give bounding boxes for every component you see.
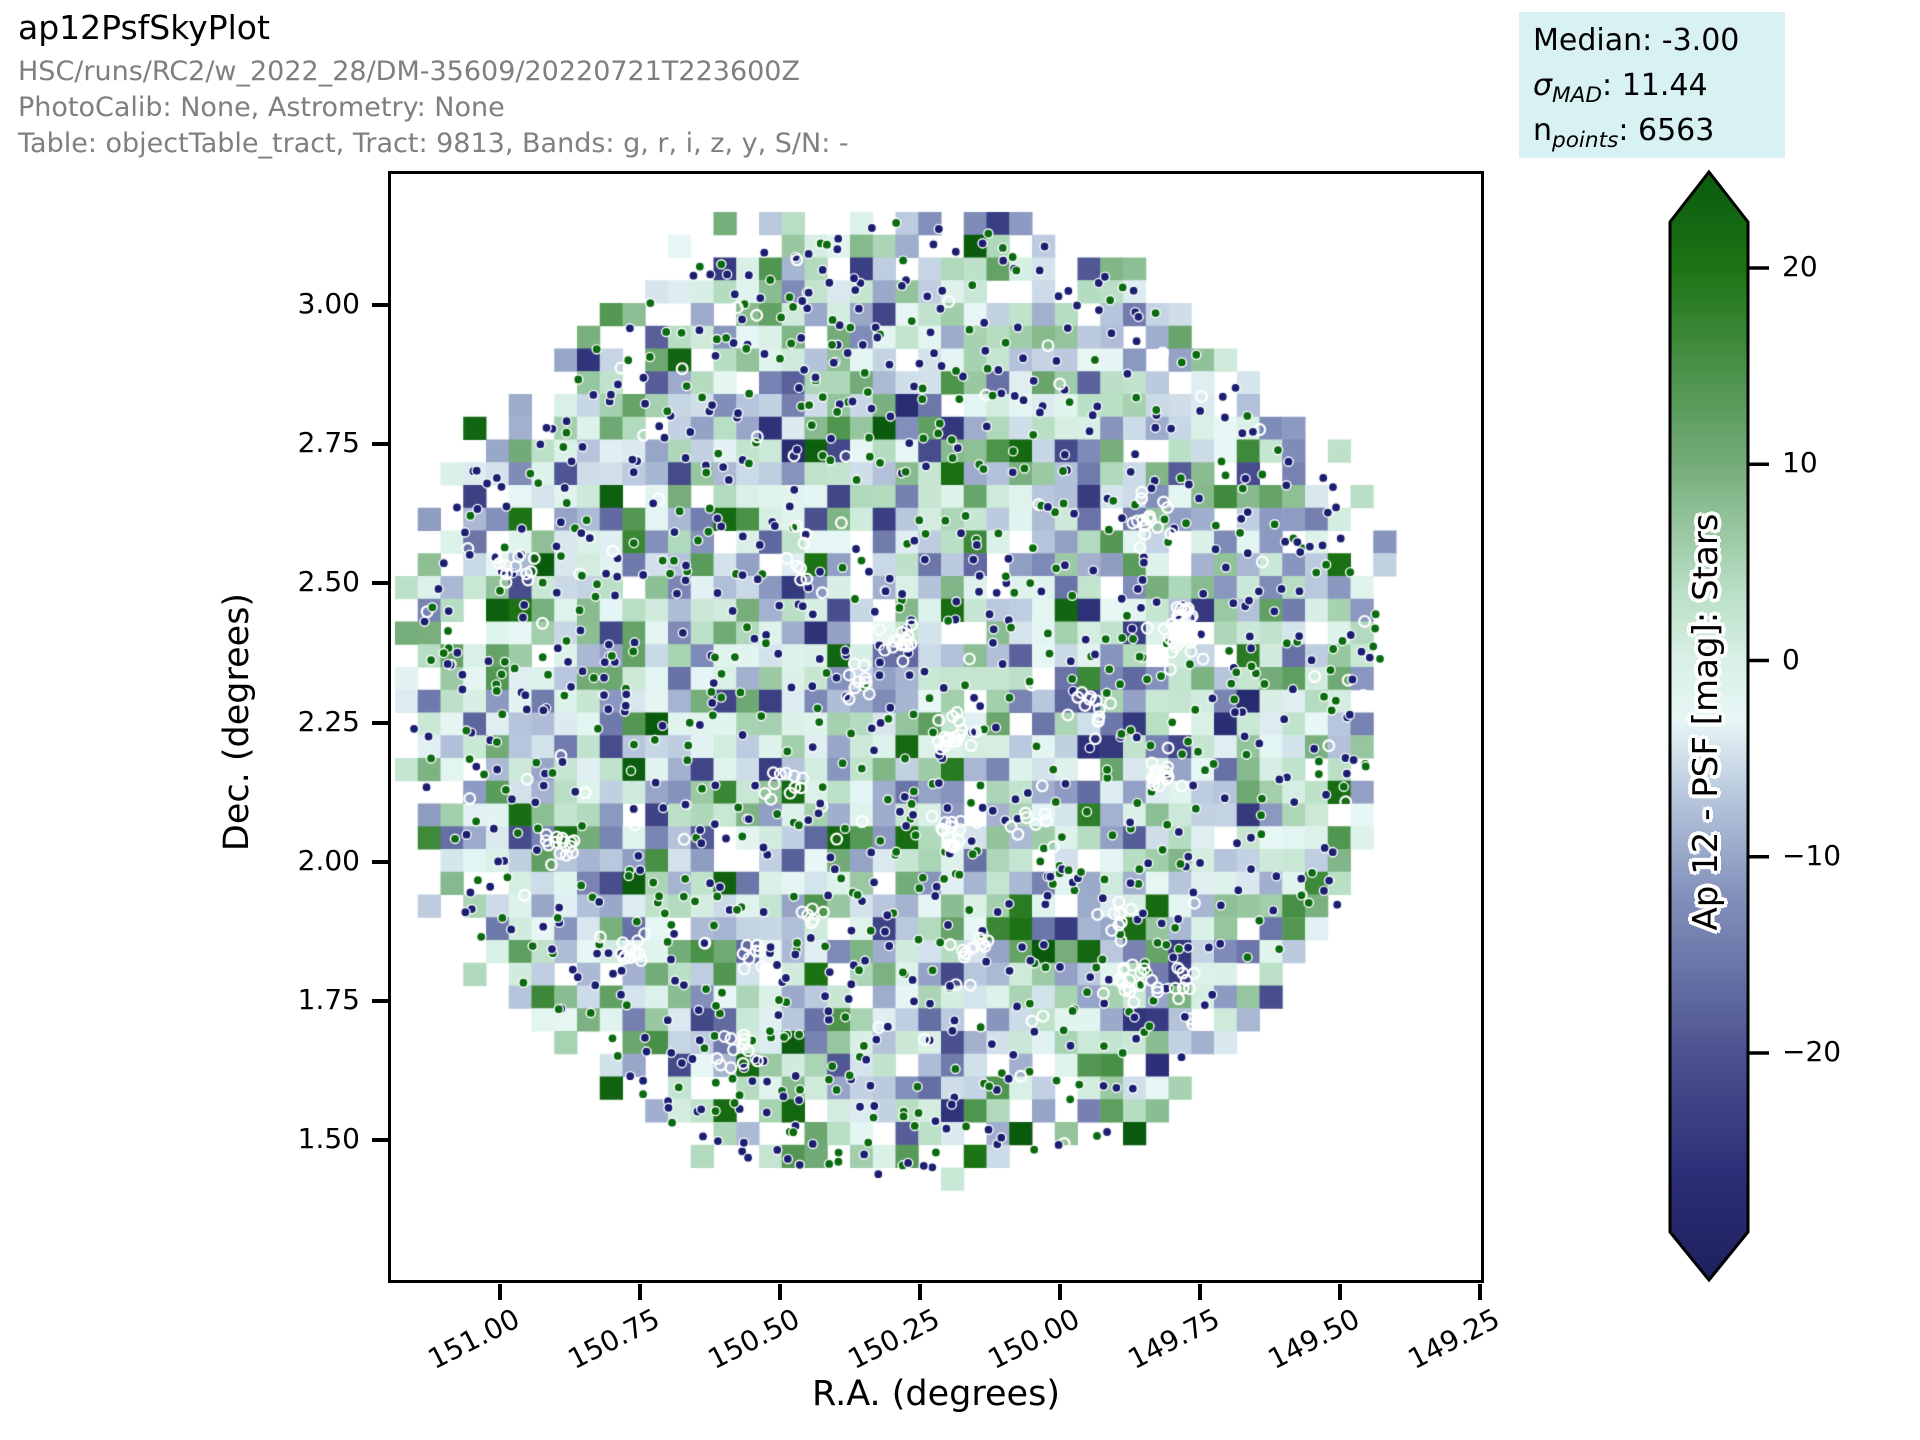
y-tick-label: 1.50: [297, 1122, 360, 1155]
stat-median: Median: -3.00: [1533, 23, 1740, 58]
x-tick-mark: [918, 1284, 922, 1300]
colorbar-label: Ap 12 - PSF [mag]: Stars: [1686, 513, 1726, 931]
y-tick-mark: [372, 303, 388, 307]
skyplot-canvas: [391, 174, 1481, 1280]
stats-box: Median: -3.00 σMAD: 11.44 npoints: 6563: [1519, 12, 1785, 158]
y-tick-mark: [372, 999, 388, 1003]
y-axis-title: Dec. (degrees): [217, 592, 257, 852]
y-tick-mark: [372, 581, 388, 585]
y-tick-label: 2.75: [297, 426, 360, 459]
header-calib-line: PhotoCalib: None, Astrometry: None: [18, 92, 505, 123]
y-tick-label: 2.50: [297, 565, 360, 598]
x-tick-mark: [1198, 1284, 1202, 1300]
y-tick-label: 2.25: [297, 705, 360, 738]
x-tick-mark: [1478, 1284, 1482, 1300]
x-tick-mark: [1338, 1284, 1342, 1300]
x-tick-mark: [638, 1284, 642, 1300]
x-tick-label: 149.50: [1262, 1302, 1365, 1376]
y-tick-mark: [372, 442, 388, 446]
colorbar-tick-label: 20: [1782, 250, 1818, 283]
x-tick-mark: [778, 1284, 782, 1300]
y-tick-label: 3.00: [297, 287, 360, 320]
x-axis-title: R.A. (degrees): [812, 1374, 1060, 1414]
stat-sigma-mad: σMAD: 11.44: [1533, 68, 1708, 108]
y-tick-mark: [372, 721, 388, 725]
y-tick-label: 1.75: [297, 983, 360, 1016]
colorbar-tick-label: 10: [1782, 446, 1818, 480]
x-tick-label: 150.75: [562, 1302, 665, 1376]
colorbar-tick-label: −20: [1782, 1035, 1842, 1068]
x-tick-mark: [498, 1284, 502, 1300]
y-tick-mark: [372, 1138, 388, 1142]
page-title: ap12PsfSkyPlot: [18, 8, 270, 47]
y-tick-mark: [372, 860, 388, 864]
stat-npoints: npoints: 6563: [1533, 113, 1715, 153]
header-run-line: HSC/runs/RC2/w_2022_28/DM-35609/20220721…: [18, 56, 800, 87]
x-tick-mark: [1058, 1284, 1062, 1300]
colorbar-tick-label: −10: [1782, 838, 1842, 872]
colorbar-tick-marks: [1748, 266, 1769, 1055]
header-table-line: Table: objectTable_tract, Tract: 9813, B…: [18, 128, 849, 159]
x-tick-label: 149.25: [1402, 1302, 1505, 1376]
x-tick-label: 151.00: [422, 1302, 525, 1376]
colorbar-tick-label: 0: [1782, 642, 1800, 676]
colorbar-svg: [1668, 169, 1769, 1283]
colorbar-shape: [1668, 169, 1750, 1283]
y-tick-label: 2.00: [297, 844, 360, 877]
